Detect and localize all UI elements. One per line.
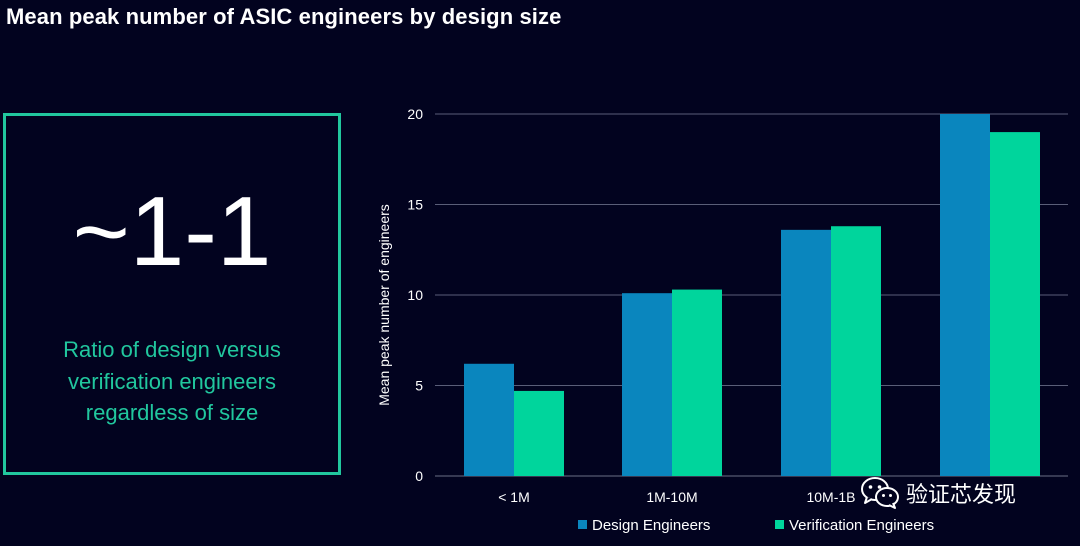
- y-tick-label: 10: [407, 287, 423, 303]
- legend-swatch: [578, 520, 587, 529]
- y-tick-label: 0: [415, 468, 423, 484]
- legend-swatch: [775, 520, 784, 529]
- wechat-icon: [861, 477, 899, 509]
- y-tick-label: 5: [415, 378, 423, 394]
- y-tick-label: 20: [407, 106, 423, 122]
- watermark-text: 验证芯发现: [906, 483, 1017, 508]
- x-tick-label: 10M-1B: [806, 489, 855, 505]
- bar-design-engineers: [464, 363, 514, 476]
- bar-verification-engineers: [831, 226, 881, 476]
- bar-design-engineers: [940, 114, 990, 476]
- y-axis-title: Mean peak number of engineers: [376, 204, 392, 406]
- page-title: Mean peak number of ASIC engineers by de…: [6, 4, 562, 29]
- ratio-caption-line: regardless of size: [85, 400, 259, 425]
- legend-label: Design Engineers: [592, 517, 710, 534]
- ratio-callout-box: ~1-1 Ratio of design versus verification…: [3, 113, 341, 475]
- bar-design-engineers: [622, 293, 672, 476]
- ratio-caption-line: Ratio of design versus: [63, 337, 281, 362]
- bar-design-engineers: [781, 229, 831, 476]
- bar-verification-engineers: [672, 289, 722, 476]
- x-tick-label: < 1M: [498, 489, 530, 505]
- y-tick-label: 15: [407, 197, 423, 213]
- ratio-caption: Ratio of design versus verification engi…: [6, 334, 338, 429]
- watermark: 验证芯发现: [860, 476, 1016, 510]
- x-tick-label: 1M-10M: [646, 489, 697, 505]
- ratio-value: ~1-1: [72, 176, 272, 286]
- bar-verification-engineers: [514, 390, 564, 476]
- legend-label: Verification Engineers: [789, 517, 934, 534]
- ratio-caption-line: verification engineers: [68, 368, 276, 394]
- bar-verification-engineers: [990, 132, 1040, 476]
